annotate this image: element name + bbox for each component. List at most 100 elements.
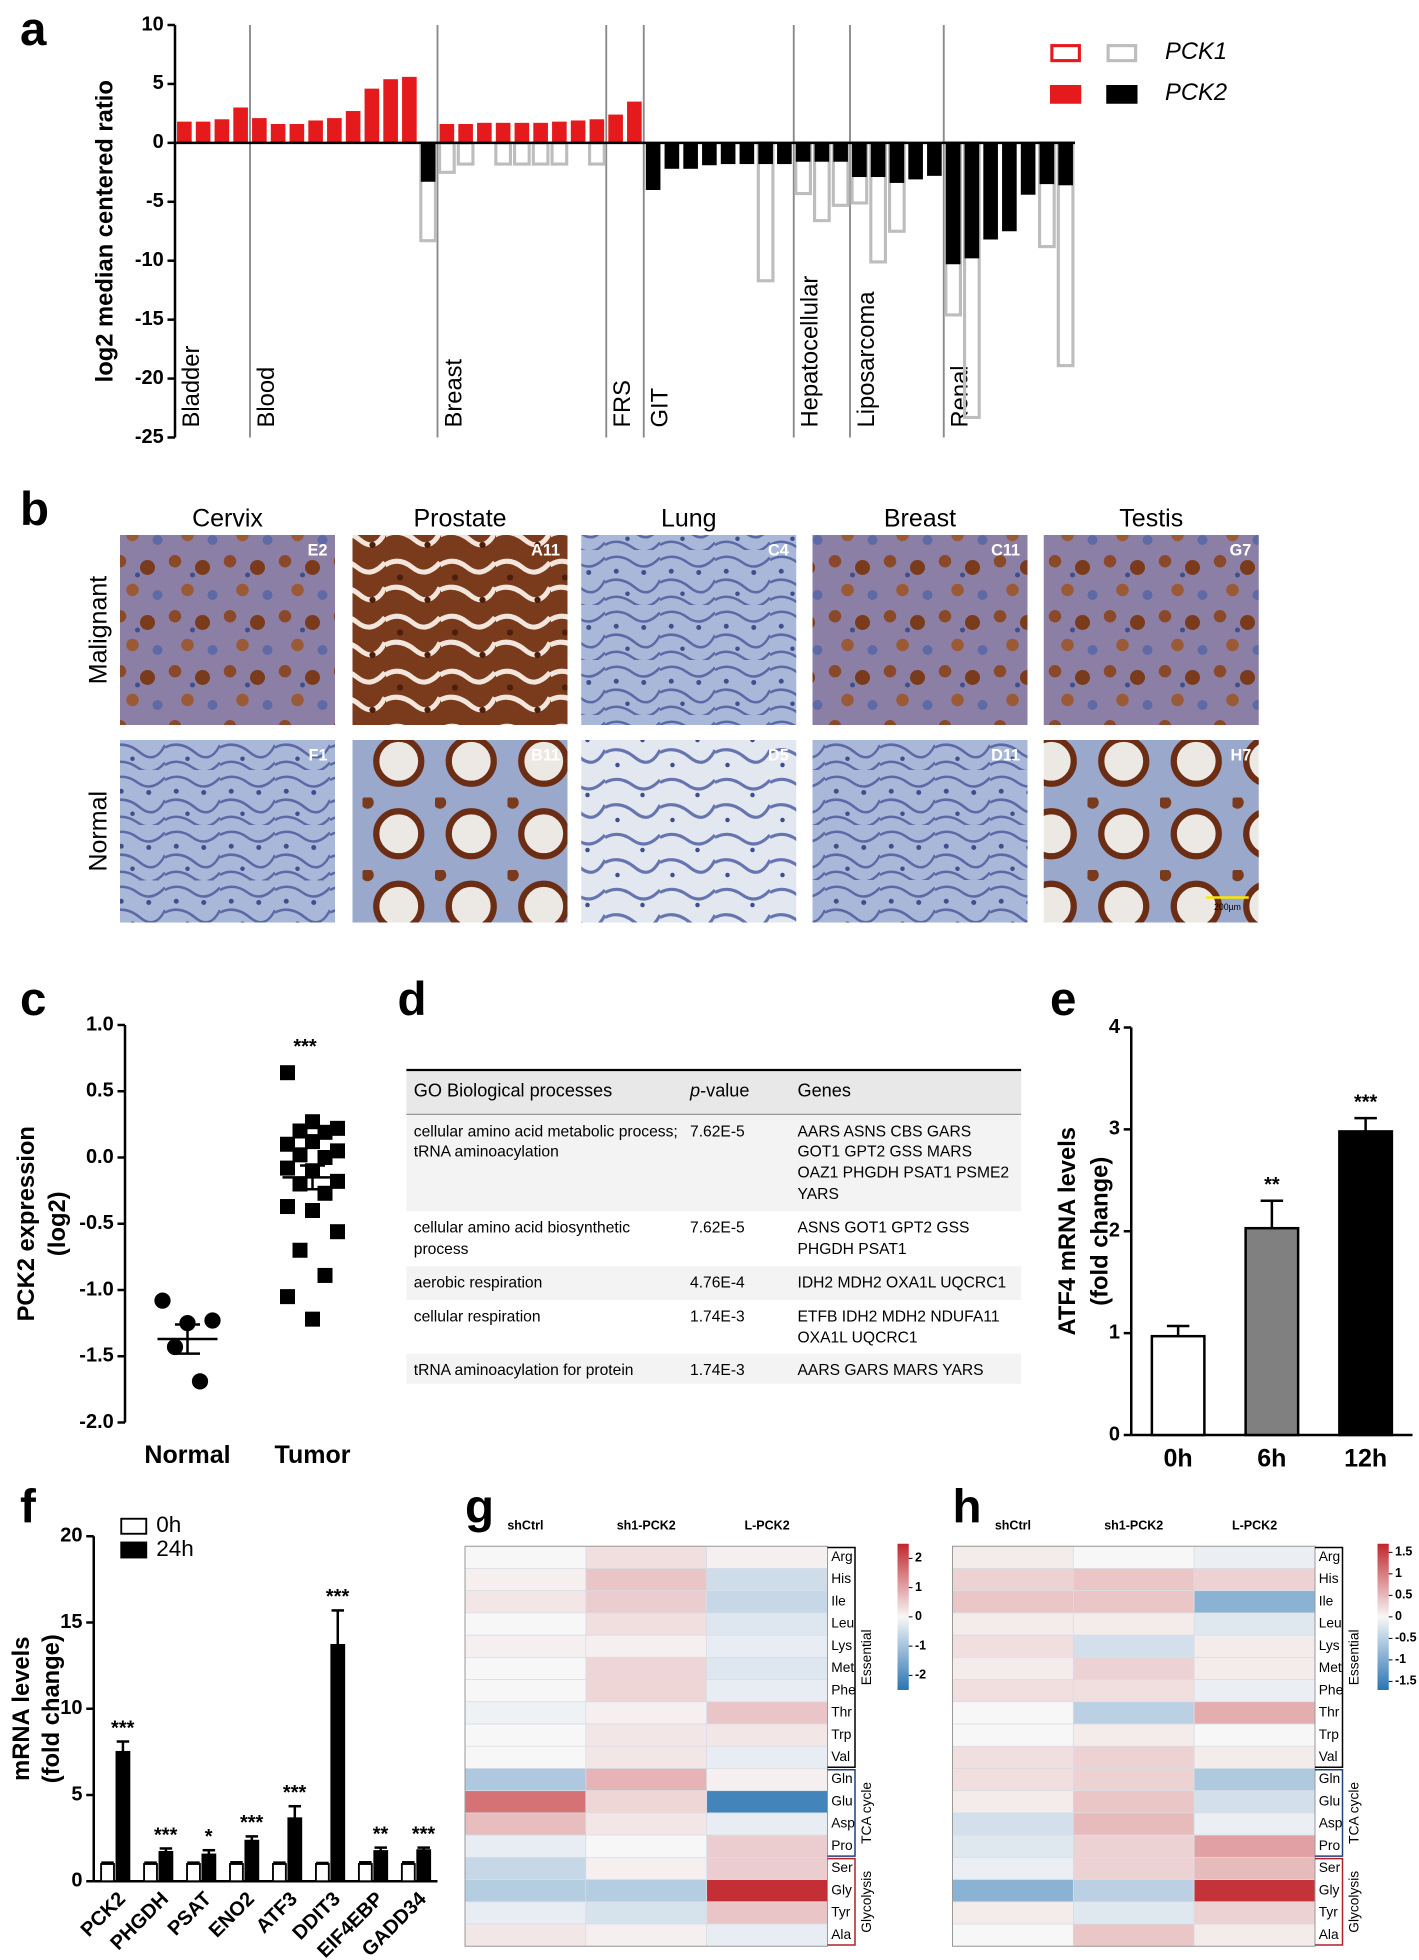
point <box>305 1203 321 1218</box>
point <box>280 1136 296 1152</box>
bar <box>494 141 513 166</box>
bar <box>795 142 811 162</box>
legend-label: PCK2 <box>1165 79 1227 106</box>
bar <box>664 142 680 169</box>
table-cell: 7.62E-5 <box>690 1121 745 1140</box>
heat-cell <box>585 1701 708 1725</box>
heat-cell <box>585 1612 708 1636</box>
row-label: Pro <box>831 1838 853 1853</box>
bar <box>100 1863 115 1883</box>
bar <box>627 101 642 143</box>
row-label: Val <box>1319 1749 1338 1764</box>
bar <box>438 141 456 174</box>
point <box>305 1311 321 1327</box>
core-code: D5 <box>768 747 789 765</box>
row-label: Met <box>1319 1660 1342 1675</box>
row-label: Ile <box>1319 1593 1334 1608</box>
heat-cell <box>585 1634 708 1658</box>
bar <box>814 142 830 162</box>
bar <box>420 142 436 182</box>
legend-swatch <box>1106 44 1138 63</box>
table-cell: 7.62E-5 <box>690 1218 745 1237</box>
heat-cell <box>706 1701 828 1725</box>
y-tick-label: 4 <box>1109 1016 1121 1038</box>
heat-cell <box>1193 1856 1316 1880</box>
header-text: -value <box>700 1081 750 1102</box>
heat-cell <box>1193 1901 1316 1925</box>
panel-letter: a <box>20 3 47 56</box>
bar <box>1150 1334 1206 1437</box>
heat-cell <box>585 1879 708 1903</box>
point <box>292 1242 308 1258</box>
colorbar-label: 1 <box>915 1580 922 1594</box>
heat-cell <box>706 1879 828 1903</box>
y-tick-label: -5 <box>146 190 164 212</box>
header-text: p <box>690 1081 701 1102</box>
bar <box>289 124 305 143</box>
heat-cell <box>585 1856 708 1880</box>
bar <box>416 1849 432 1883</box>
bar <box>683 142 698 169</box>
bar <box>373 1850 389 1883</box>
heat-cell <box>585 1745 708 1769</box>
row-label: Arg <box>831 1549 852 1564</box>
heat-cell <box>706 1656 828 1680</box>
row-label: Thr <box>1319 1705 1340 1720</box>
heat-cell <box>1193 1834 1316 1858</box>
table-cell: 1.74E-3 <box>690 1307 745 1325</box>
heat-cell <box>585 1545 708 1569</box>
legend-swatch <box>120 1541 148 1559</box>
column-label: L-PCK2 <box>1232 1519 1277 1533</box>
heat-cell <box>464 1545 587 1569</box>
bar <box>552 121 567 143</box>
legend-swatch <box>120 1517 148 1535</box>
tissue-image <box>812 740 1028 923</box>
colorbar-label: -2 <box>915 1668 926 1682</box>
core-code: C11 <box>991 542 1020 560</box>
go-table: GO Biological processes p-value Genes cellu… <box>406 1068 1022 1384</box>
core-code: C4 <box>768 542 789 560</box>
bar <box>158 1850 174 1883</box>
heat-cell <box>706 1723 828 1747</box>
column-label: sh1-PCK2 <box>617 1519 676 1533</box>
heat-cell <box>952 1812 1074 1836</box>
group-label: GIT <box>647 388 674 428</box>
heat-cell <box>585 1656 708 1680</box>
table-cell: IDH2 MDH2 OXA1L UQCRC1 <box>797 1273 1007 1292</box>
bar <box>383 79 398 143</box>
bar <box>458 124 473 143</box>
row-label: Ile <box>831 1593 846 1608</box>
bar <box>589 119 605 143</box>
group-label: Blood <box>253 367 280 428</box>
heat-cell <box>1072 1723 1195 1747</box>
heat-cell <box>952 1612 1074 1636</box>
colorbar-label: 2 <box>915 1551 922 1565</box>
table-header: GO Biological processes p-value Genes <box>406 1071 1022 1115</box>
x-tick-label: Normal <box>144 1441 230 1469</box>
heat-cell <box>1072 1590 1195 1614</box>
heat-cell <box>464 1834 587 1858</box>
row-label: His <box>1319 1571 1339 1586</box>
bar <box>201 1853 217 1883</box>
panel-letter: c <box>20 973 46 1026</box>
y-tick-label: 0 <box>71 1870 82 1892</box>
heat-cell <box>952 1568 1074 1592</box>
bar <box>702 142 717 166</box>
heat-cell <box>952 1590 1074 1614</box>
heat-cell <box>1072 1812 1195 1836</box>
heat-cell <box>585 1768 708 1792</box>
tissue-image <box>352 740 568 923</box>
heat-cell <box>1072 1768 1195 1792</box>
bar <box>229 1863 244 1883</box>
heat-cell <box>952 1768 1074 1792</box>
group-bracket <box>827 1857 856 1946</box>
bar <box>186 1863 201 1883</box>
tissue-image <box>581 535 797 725</box>
table-row: aerobic respiration 4.76E-4 IDH2 MDH2 OXA1… <box>406 1266 1022 1300</box>
panel-letter: f <box>20 1481 36 1534</box>
core-code: H7 <box>1230 747 1251 765</box>
group-label: TCA cycle <box>1347 1782 1362 1844</box>
bar <box>357 1863 373 1883</box>
point <box>292 1147 308 1163</box>
bar <box>214 119 230 143</box>
